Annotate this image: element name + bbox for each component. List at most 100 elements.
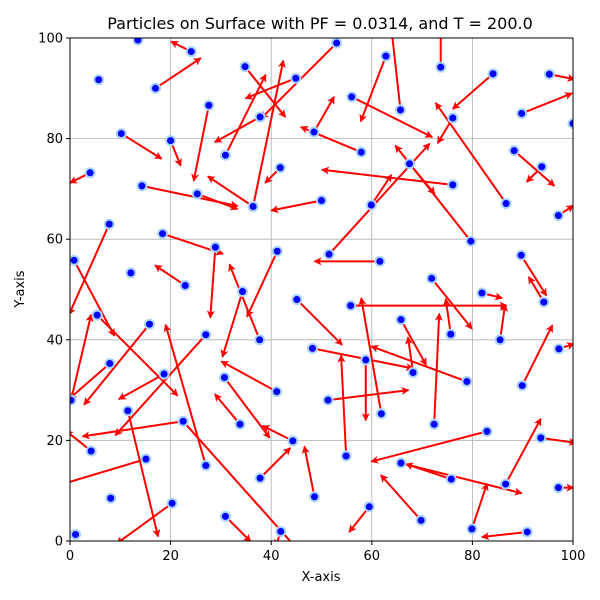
particle-point (93, 74, 105, 86)
y-tick-label: 0 (55, 535, 63, 550)
velocity-arrow (163, 323, 207, 466)
velocity-arrow (246, 250, 279, 318)
particle-point (415, 514, 427, 526)
particle-point (481, 425, 493, 437)
particle-point (316, 194, 327, 206)
particle-point (70, 528, 82, 540)
velocity-arrow (261, 424, 294, 442)
velocity-arrow (70, 458, 147, 483)
particle-point (476, 287, 488, 299)
particle-point (553, 343, 565, 355)
particle-point (136, 180, 148, 192)
particle-point (254, 334, 266, 346)
particle-point (516, 107, 528, 119)
velocity-arrow (434, 102, 507, 205)
particle-point (218, 372, 230, 384)
velocity-arrow (270, 199, 322, 214)
y-tick-label: 40 (46, 333, 63, 348)
velocity-arrow (228, 263, 261, 341)
velocity-arrow (391, 38, 402, 111)
particle-point (125, 267, 137, 279)
particle-point (157, 228, 169, 240)
particle-point (487, 68, 499, 80)
particle-point (445, 473, 457, 485)
velocity-arrows (70, 38, 573, 541)
particle-point (340, 450, 352, 462)
velocity-arrow (220, 360, 278, 393)
particle-point (308, 491, 320, 503)
y-tick-label: 60 (46, 233, 63, 248)
velocity-arrow (370, 173, 393, 206)
particle-point (132, 38, 144, 46)
velocity-arrow (81, 420, 184, 440)
velocity-arrow (115, 502, 173, 541)
chart-title: Particles on Surface with PF = 0.0314, a… (107, 14, 533, 33)
velocity-arrow (244, 66, 287, 118)
particle-point (395, 457, 407, 469)
particle-point (237, 286, 249, 298)
particle-point (115, 128, 127, 140)
particle-point (521, 526, 533, 538)
velocity-arrow (313, 95, 335, 133)
y-tick-label: 100 (38, 32, 63, 47)
velocity-arrow (224, 515, 252, 541)
velocity-arrow (70, 362, 111, 400)
x-tick-label: 40 (263, 549, 280, 564)
particle-point (374, 255, 386, 267)
x-tick-label: 60 (364, 549, 381, 564)
particle-point (360, 354, 372, 366)
particle-point (70, 394, 77, 406)
velocity-arrow (117, 373, 165, 401)
velocity-arrow (380, 474, 422, 522)
particle-point (203, 99, 215, 111)
particle-point (516, 380, 528, 392)
particle-point (103, 218, 115, 230)
particle-point (275, 525, 287, 537)
particle-point (380, 50, 392, 62)
particle-point (538, 296, 550, 308)
particle-point (179, 279, 191, 291)
particle-point (122, 405, 134, 417)
velocity-arrow (321, 166, 453, 186)
velocity-arrow (470, 482, 489, 530)
particle-point (85, 445, 97, 457)
particle-point (254, 111, 266, 123)
y-axis-label: Y-axis (13, 270, 28, 308)
particle-point (247, 201, 259, 213)
velocity-arrow (430, 277, 473, 330)
particle-point (445, 328, 457, 340)
velocity-arrow (520, 254, 548, 297)
particle-point (500, 197, 512, 209)
velocity-arrow (120, 132, 163, 160)
particle-point (552, 210, 564, 222)
particle-point (158, 368, 170, 380)
particle-point (407, 366, 419, 378)
particle-point (552, 482, 564, 494)
particle-point (104, 357, 116, 369)
velocity-arrow (126, 410, 161, 538)
velocity-arrow (359, 55, 387, 123)
particle-point (461, 376, 473, 388)
plot-frame (69, 37, 574, 542)
velocity-arrow (244, 77, 297, 100)
particle-point (536, 161, 548, 173)
velocity-arrow (351, 95, 434, 138)
velocity-arrow (224, 73, 267, 156)
particle-point (543, 68, 555, 80)
velocity-arrow (480, 530, 528, 541)
particle-point (323, 248, 335, 260)
particle-point (346, 91, 358, 103)
velocity-arrow (206, 175, 254, 208)
particle-point (234, 418, 246, 430)
particle-point (435, 61, 447, 73)
particle-point (165, 135, 177, 147)
velocity-arrow (70, 313, 94, 401)
particle-point (500, 478, 512, 490)
velocity-arrow (540, 436, 573, 446)
particle-point (219, 149, 231, 161)
velocity-arrow (337, 354, 348, 457)
velocity-arrow (259, 447, 292, 479)
velocity-arrow (405, 336, 415, 373)
x-tick-label: 20 (162, 549, 179, 564)
particle-point (209, 241, 221, 253)
